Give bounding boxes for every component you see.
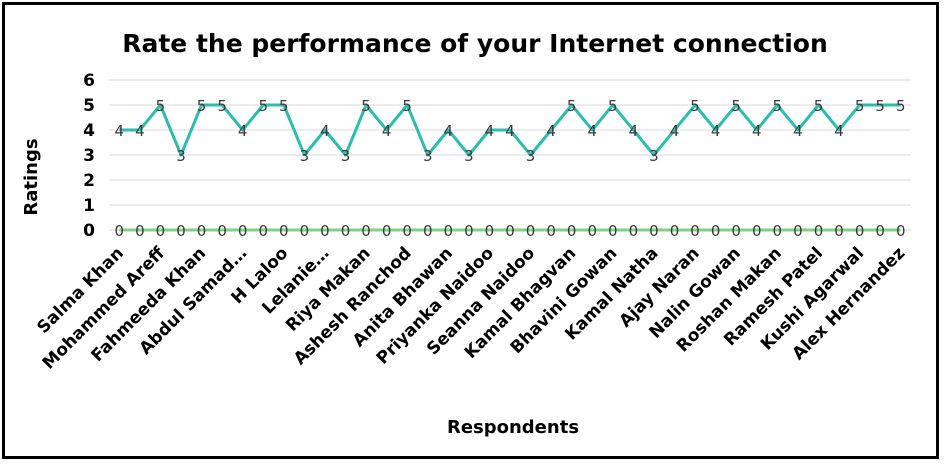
data-label: 5	[855, 97, 865, 115]
data-label: 4	[546, 122, 556, 140]
data-label: 0	[608, 222, 618, 240]
data-label: 0	[341, 222, 351, 240]
data-label: 4	[320, 122, 330, 140]
y-axis-title: Ratings	[21, 138, 42, 215]
data-label: 0	[773, 222, 783, 240]
data-label: 3	[526, 147, 536, 165]
data-label: 0	[587, 222, 597, 240]
data-label: 0	[423, 222, 433, 240]
data-label: 3	[649, 147, 659, 165]
data-label: 0	[546, 222, 556, 240]
data-label: 0	[258, 222, 268, 240]
data-label: 0	[444, 222, 454, 240]
data-label: 0	[505, 222, 515, 240]
data-label: 4	[711, 122, 721, 140]
data-label: 0	[793, 222, 803, 240]
y-tick-label: 0	[83, 221, 95, 241]
y-tick-label: 2	[83, 171, 95, 191]
data-label: 5	[608, 97, 618, 115]
data-label: 5	[896, 97, 906, 115]
data-label: 0	[649, 222, 659, 240]
data-label: 0	[855, 222, 865, 240]
y-tick-label: 3	[83, 146, 95, 166]
data-label: 4	[629, 122, 639, 140]
data-label: 0	[485, 222, 495, 240]
data-label: 0	[361, 222, 371, 240]
data-label: 5	[773, 97, 783, 115]
data-label: 5	[217, 97, 227, 115]
data-label: 4	[670, 122, 680, 140]
y-axis-ticks: 0 1 2 3 4 5 6	[83, 71, 95, 241]
data-label: 0	[629, 222, 639, 240]
data-label: 0	[814, 222, 824, 240]
data-label: 4	[115, 122, 125, 140]
data-label: 4	[382, 122, 392, 140]
data-label: 5	[197, 97, 207, 115]
gridlines	[109, 79, 911, 231]
data-label: 0	[135, 222, 145, 240]
data-label: 5	[567, 97, 577, 115]
series-line-1	[119, 103, 901, 157]
data-label: 0	[197, 222, 207, 240]
data-label: 5	[814, 97, 824, 115]
data-label: 0	[464, 222, 474, 240]
y-tick-label: 1	[83, 196, 95, 216]
data-label: 5	[156, 97, 166, 115]
data-label: 5	[279, 97, 289, 115]
data-label: 4	[752, 122, 762, 140]
data-label: 4	[587, 122, 597, 140]
y-tick-label: 5	[83, 96, 95, 116]
x-axis-title: Respondents	[447, 417, 579, 438]
data-label: 3	[300, 147, 310, 165]
data-label: 0	[752, 222, 762, 240]
data-label: 0	[320, 222, 330, 240]
data-label: 3	[464, 147, 474, 165]
data-label: 0	[834, 222, 844, 240]
series-lines	[119, 103, 901, 232]
data-label: 0	[711, 222, 721, 240]
data-label: 3	[176, 147, 186, 165]
data-label: 5	[731, 97, 741, 115]
data-label: 4	[834, 122, 844, 140]
data-label: 0	[896, 222, 906, 240]
y-tick-label: 4	[83, 121, 95, 141]
data-label: 4	[485, 122, 495, 140]
data-label: 5	[361, 97, 371, 115]
data-label: 4	[793, 122, 803, 140]
data-label: 3	[423, 147, 433, 165]
data-label: 3	[341, 147, 351, 165]
data-label: 5	[875, 97, 885, 115]
data-label: 0	[176, 222, 186, 240]
data-label: 0	[238, 222, 248, 240]
data-label: 0	[402, 222, 412, 240]
data-label: 0	[156, 222, 166, 240]
data-label: 5	[690, 97, 700, 115]
data-label: 5	[258, 97, 268, 115]
data-label: 0	[875, 222, 885, 240]
y-tick-label: 6	[83, 71, 95, 91]
data-label: 4	[135, 122, 145, 140]
data-label: 0	[279, 222, 289, 240]
line-chart: Rate the performance of your Internet co…	[21, 29, 911, 438]
data-label: 0	[731, 222, 741, 240]
data-label: 4	[505, 122, 515, 140]
data-label: 0	[115, 222, 125, 240]
data-label: 0	[670, 222, 680, 240]
chart-frame: Rate the performance of your Internet co…	[2, 2, 939, 459]
data-label: 0	[526, 222, 536, 240]
chart-title: Rate the performance of your Internet co…	[122, 29, 828, 58]
data-label: 0	[567, 222, 577, 240]
data-label: 4	[444, 122, 454, 140]
data-label: 0	[382, 222, 392, 240]
data-label: 0	[690, 222, 700, 240]
data-label: 5	[402, 97, 412, 115]
data-label: 4	[238, 122, 248, 140]
data-label: 0	[217, 222, 227, 240]
data-label: 0	[300, 222, 310, 240]
